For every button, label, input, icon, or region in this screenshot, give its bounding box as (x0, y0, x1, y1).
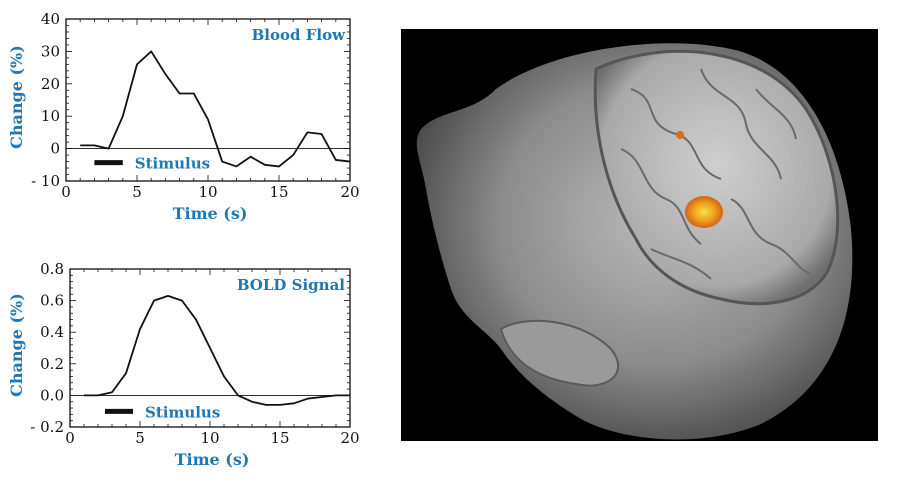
y-tick-label: 40 (41, 10, 60, 28)
y-tick-label: 20 (41, 75, 60, 93)
y-axis-label: Change (%) (7, 45, 26, 149)
y-axis-label: Change (%) (7, 293, 26, 397)
y-tick-label: 30 (41, 42, 60, 60)
y-tick-label: 0.8 (40, 260, 64, 278)
x-tick-label: 5 (135, 429, 145, 447)
x-axis-label: Time (s) (175, 450, 250, 469)
x-tick-label: 15 (269, 183, 288, 201)
y-tick-label: - 0.2 (30, 418, 64, 436)
activation-blob (685, 196, 723, 228)
minor-ticks (69, 268, 351, 428)
minor-ticks (65, 18, 351, 182)
y-tick-label: 0 (50, 140, 60, 158)
x-tick-label: 10 (200, 429, 219, 447)
x-axis-label: Time (s) (173, 204, 248, 223)
x-tick-label: 5 (132, 183, 142, 201)
y-tick-label: 0.4 (40, 323, 64, 341)
y-tick-label: 0.2 (40, 355, 64, 373)
stimulus-label: Stimulus (145, 403, 220, 421)
chart-2: 0 5 10 15 20 - 0.2 0.0 0.2 0.4 0.6 0.8 Stimulus BOLD… (7, 260, 360, 469)
x-tick-label: 15 (270, 429, 289, 447)
brain-sulci (620, 68, 812, 280)
y-tick-label: 10 (41, 107, 60, 125)
chart-title: BOLD Signal (237, 276, 345, 294)
activation-spot (676, 131, 684, 139)
y-tick-label: 0.0 (40, 386, 64, 404)
series-line (80, 50, 351, 168)
series-line (84, 294, 350, 406)
brain-mri-render-image (401, 29, 878, 441)
x-tick-label: 10 (198, 183, 217, 201)
x-tick-label: 20 (340, 429, 359, 447)
ear-shape (499, 319, 619, 387)
chart-title: Blood Flow (252, 26, 346, 44)
x-tick-label: 20 (340, 183, 359, 201)
y-tick-label: - 10 (31, 172, 60, 190)
x-tick-label: 0 (65, 429, 75, 447)
y-tick-label: 0.6 (40, 292, 64, 310)
x-tick-label: 0 (61, 183, 71, 201)
stimulus-label: Stimulus (135, 155, 210, 173)
